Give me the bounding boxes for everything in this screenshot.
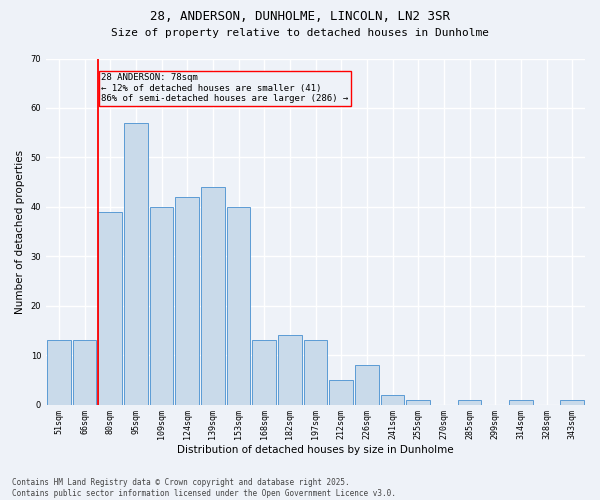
Bar [175,197,199,404]
Bar [227,207,250,404]
X-axis label: Distribution of detached houses by size in Dunholme: Distribution of detached houses by size … [177,445,454,455]
Text: Contains HM Land Registry data © Crown copyright and database right 2025.
Contai: Contains HM Land Registry data © Crown c… [12,478,396,498]
Bar [304,340,328,404]
Bar [381,394,404,404]
Text: 28, ANDERSON, DUNHOLME, LINCOLN, LN2 3SR: 28, ANDERSON, DUNHOLME, LINCOLN, LN2 3SR [150,10,450,23]
Bar [98,212,122,404]
Bar [329,380,353,404]
Bar [73,340,97,404]
Bar [201,187,224,404]
Bar [560,400,584,404]
Bar [124,123,148,404]
Bar [509,400,533,404]
Text: 28 ANDERSON: 78sqm
← 12% of detached houses are smaller (41)
86% of semi-detache: 28 ANDERSON: 78sqm ← 12% of detached hou… [101,74,349,103]
Bar [47,340,71,404]
Bar [355,365,379,405]
Bar [278,336,302,404]
Bar [458,400,481,404]
Bar [253,340,276,404]
Text: Size of property relative to detached houses in Dunholme: Size of property relative to detached ho… [111,28,489,38]
Bar [150,207,173,404]
Bar [406,400,430,404]
Y-axis label: Number of detached properties: Number of detached properties [15,150,25,314]
